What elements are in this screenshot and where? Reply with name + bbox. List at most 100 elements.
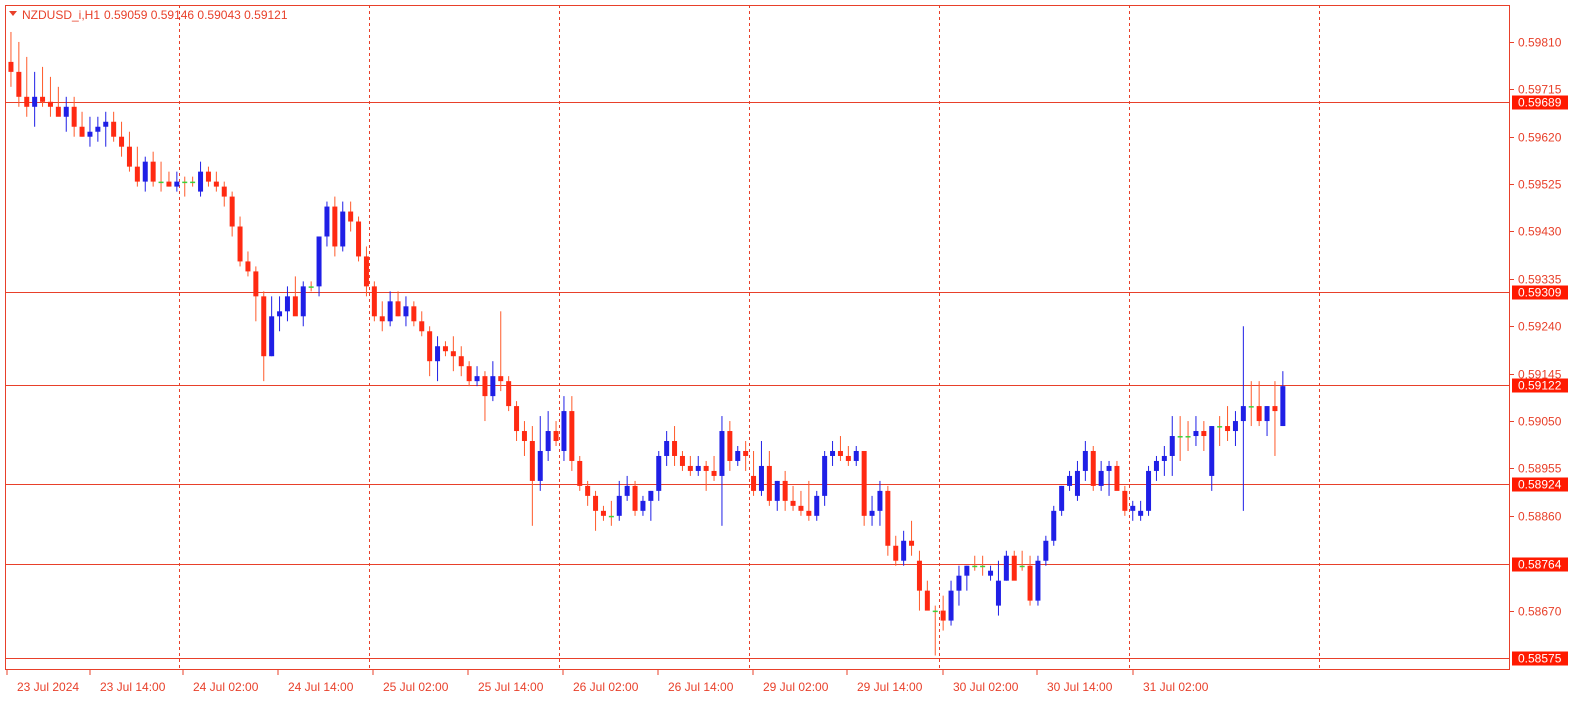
bear-candle <box>924 590 930 611</box>
bull-candle <box>324 206 330 237</box>
bear-candle <box>427 331 433 362</box>
price-tick-label: 0.59145 <box>1518 368 1562 382</box>
ohlc-values: 0.59059 0.59146 0.59043 0.59121 <box>104 8 288 22</box>
dropdown-triangle-icon[interactable] <box>9 11 17 16</box>
bear-candle <box>980 565 986 568</box>
bull-candle <box>490 376 496 397</box>
bull-candle <box>624 485 630 496</box>
bear-candle <box>672 441 678 456</box>
bull-candle <box>277 311 283 317</box>
bull-candle <box>1074 470 1080 496</box>
bear-candle <box>1114 465 1120 491</box>
price-tick-label: 0.58955 <box>1518 462 1562 476</box>
bull-candle <box>103 121 109 127</box>
bear-candle <box>450 351 456 357</box>
bear-candle <box>253 271 259 297</box>
bear-candle <box>158 181 164 184</box>
bear-candle <box>1256 406 1262 422</box>
level-badge <box>1512 651 1568 666</box>
chart-title[interactable]: NZDUSD_i,H1 0.59059 0.59146 0.59043 0.59… <box>9 8 288 22</box>
bull-candle <box>774 480 780 501</box>
bear-candle <box>24 96 30 107</box>
bull-candle <box>300 286 306 317</box>
bull-candle <box>435 346 441 362</box>
bear-candle <box>356 221 362 257</box>
bull-candle <box>1153 460 1159 471</box>
bull-candle <box>269 316 275 357</box>
price-tick-label: 0.59620 <box>1518 131 1562 145</box>
price-tick-label: 0.59430 <box>1518 225 1562 239</box>
bear-candle <box>600 510 606 516</box>
bear-candle <box>845 455 851 461</box>
bull-candle <box>1232 421 1238 432</box>
bull-candle <box>1035 560 1041 601</box>
bear-candle <box>1272 406 1278 412</box>
bear-candle <box>482 376 488 397</box>
bear-candle <box>703 465 709 471</box>
bull-candle <box>964 565 970 576</box>
bear-candle <box>371 286 377 317</box>
bear-candle <box>1027 565 1033 601</box>
bear-candle <box>419 321 425 332</box>
bear-candle <box>593 495 599 511</box>
time-tick-label: 30 Jul 02:00 <box>953 680 1019 694</box>
bear-candle <box>798 505 804 511</box>
bull-candle <box>995 580 1001 606</box>
bull-candle <box>656 455 662 491</box>
time-tick-label: 26 Jul 14:00 <box>668 680 734 694</box>
price-tick-label: 0.59715 <box>1518 83 1562 97</box>
bull-candle <box>664 441 670 456</box>
bear-candle <box>40 96 46 102</box>
bear-candle <box>521 431 527 442</box>
bull-candle <box>32 96 38 107</box>
price-tick-label: 0.59525 <box>1518 178 1562 192</box>
bull-candle <box>1130 505 1136 511</box>
bull-candle <box>174 181 180 187</box>
bear-candle <box>1177 436 1183 438</box>
bull-candle <box>1106 465 1112 471</box>
symbol-timeframe-label: NZDUSD_i,H1 <box>22 8 100 22</box>
bull-candle <box>1082 450 1088 471</box>
bear-candle <box>8 61 14 72</box>
price-tick-label: 0.59810 <box>1518 36 1562 50</box>
candles <box>8 31 1286 656</box>
bear-candle <box>119 136 125 147</box>
bull-candle <box>1264 406 1270 422</box>
level-badge-label: 0.59122 <box>1518 379 1562 393</box>
bear-candle <box>229 196 235 227</box>
bull-candle <box>340 211 346 247</box>
bull-candle <box>948 590 954 621</box>
bear-candle <box>861 450 867 516</box>
bull-candle <box>387 301 393 322</box>
time-tick-label: 23 Jul 14:00 <box>100 680 166 694</box>
bear-candle <box>608 515 614 518</box>
bear-candle <box>972 565 978 568</box>
bull-candle <box>1043 540 1049 561</box>
bull-candle <box>474 376 480 382</box>
bear-candle <box>553 431 559 442</box>
bear-candle <box>395 301 401 317</box>
bull-candle <box>1051 510 1057 541</box>
bear-candle <box>213 181 219 187</box>
bull-candle <box>142 161 148 182</box>
bear-candle <box>348 211 354 222</box>
bull-candle <box>1098 470 1104 486</box>
bull-candle <box>814 495 820 516</box>
price-axis: 0.59810 0.59715 0.59620 0.59525 0.59430 0.593… <box>1510 36 1562 619</box>
bear-candle <box>261 296 267 357</box>
bull-candle <box>537 450 543 481</box>
time-tick-label: 25 Jul 02:00 <box>383 680 449 694</box>
bear-candle <box>506 381 512 407</box>
bull-candle <box>87 131 93 137</box>
level-badge-label: 0.58575 <box>1518 652 1562 666</box>
bear-candle <box>1011 555 1017 581</box>
bull-candle <box>877 490 883 511</box>
bear-candle <box>221 186 227 197</box>
bear-candle <box>411 306 417 322</box>
bull-candle <box>1146 470 1152 511</box>
bull-candle <box>403 306 409 317</box>
bull-candle <box>316 236 322 287</box>
bear-candle <box>687 465 693 471</box>
bear-candle <box>182 181 188 184</box>
